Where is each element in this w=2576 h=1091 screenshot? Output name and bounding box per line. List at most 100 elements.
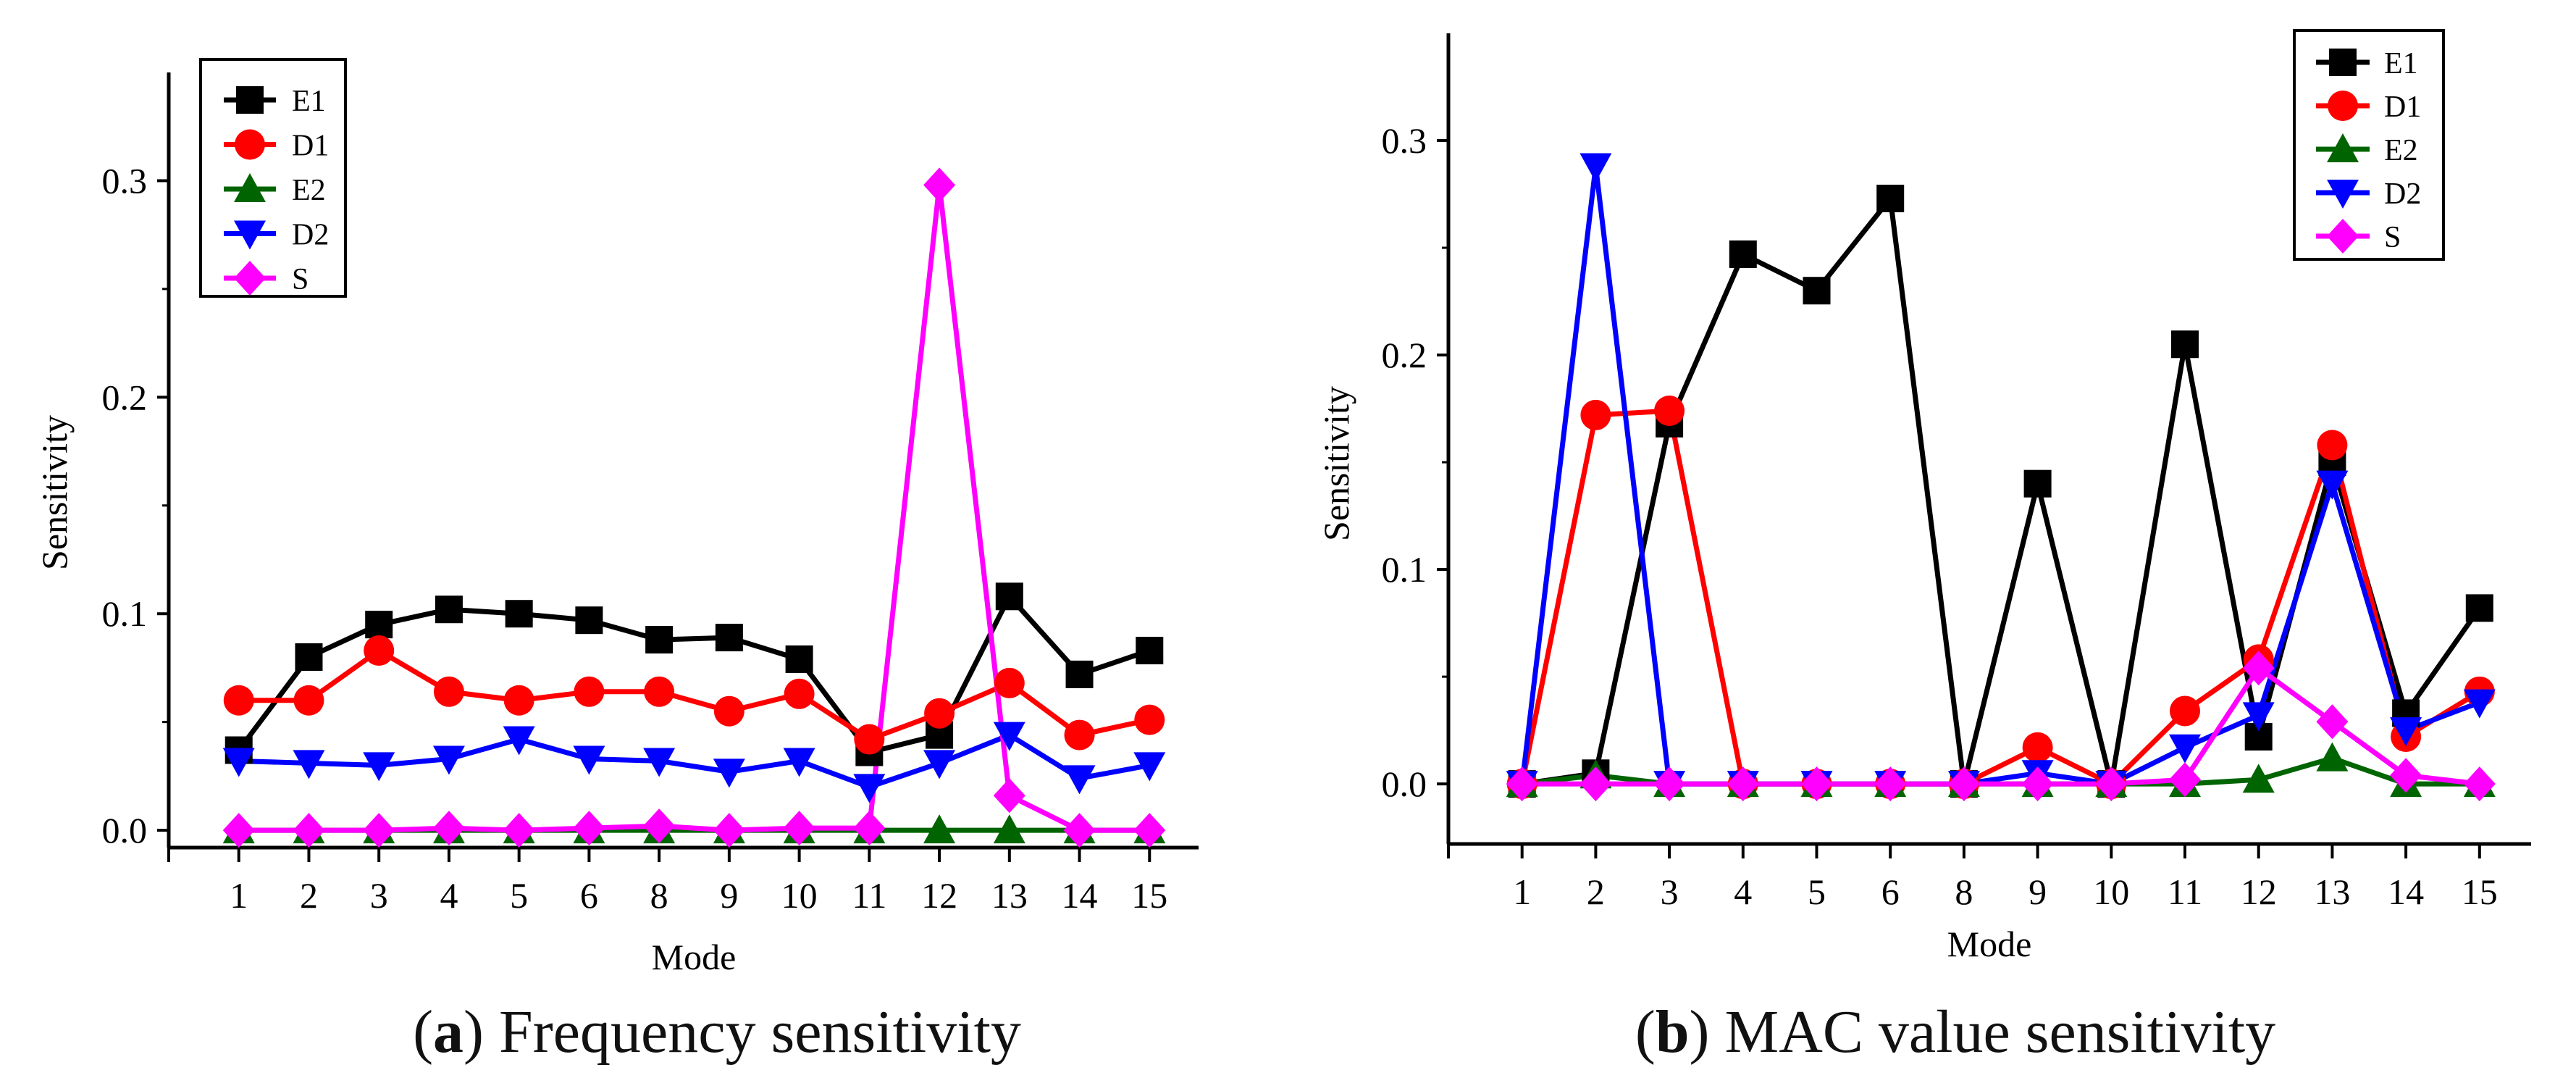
legend-marker-d2-b <box>2327 180 2359 209</box>
data-point-e1-a <box>295 643 323 671</box>
data-point-s-b <box>1727 766 1759 802</box>
y-tick-label-b: 0.0 <box>1382 764 1427 804</box>
x-tick-label-a: 12 <box>921 875 957 916</box>
data-point-d1-b <box>2317 430 2348 461</box>
data-point-s-a <box>222 813 255 848</box>
data-point-s-a <box>783 811 815 846</box>
y-tick-label-b: 0.2 <box>1382 335 1427 375</box>
data-point-s-a <box>363 813 395 848</box>
legend-label-e2-b: E2 <box>2384 134 2418 167</box>
data-point-d2-a <box>783 748 815 777</box>
data-point-s-a <box>713 813 745 848</box>
data-point-d1-b <box>2170 695 2201 727</box>
legend-b: E1 D1 E2 D2 S <box>2293 29 2445 261</box>
data-point-d1-a <box>713 695 744 727</box>
data-point-s-b <box>1874 766 1907 802</box>
data-point-s-a <box>993 778 1025 814</box>
data-point-d2-a <box>573 745 605 775</box>
x-tick-label-b: 1 <box>1513 871 1531 912</box>
y-tick-label-b: 0.1 <box>1382 549 1427 590</box>
legend-label-d1-b: D1 <box>2384 91 2421 124</box>
data-point-s-b <box>1800 766 1833 802</box>
data-point-d1-a <box>644 676 675 707</box>
data-point-s-a <box>923 167 956 203</box>
y-tick-label-a: 0.1 <box>102 593 148 634</box>
data-point-d2-a <box>853 774 886 803</box>
x-tick-label-b: 9 <box>2029 871 2047 912</box>
data-point-d2-b <box>1579 153 1612 183</box>
data-point-d2-b <box>2390 717 2422 747</box>
caption-letter-b: b <box>1656 998 1690 1066</box>
data-point-d1-a <box>433 676 464 707</box>
data-point-e1-b <box>2171 330 2199 359</box>
y-axis-title-a: Sensitivity <box>34 415 75 570</box>
data-point-e1-b <box>1803 277 1831 305</box>
data-point-e1-a <box>995 582 1023 611</box>
data-point-d1-a <box>854 724 885 755</box>
data-point-s-b <box>2463 766 2496 802</box>
data-point-s-b <box>2169 762 2202 798</box>
legend-a: E1 D1 E2 D2 S <box>199 58 347 298</box>
data-point-d2-a <box>432 745 465 775</box>
x-tick-label-b: 15 <box>2462 871 2498 912</box>
x-tick-label-b: 3 <box>1661 871 1679 912</box>
data-point-d1-a <box>994 667 1025 698</box>
data-point-s-b <box>1579 766 1612 802</box>
data-point-d1-a <box>574 676 605 707</box>
data-point-e1-a <box>785 645 813 673</box>
data-point-e1-a <box>365 611 393 639</box>
x-tick-label-b: 12 <box>2241 871 2277 912</box>
data-point-e1-a <box>1065 660 1094 688</box>
data-point-d1-a <box>924 698 955 729</box>
y-tick-label-a: 0.3 <box>102 160 148 201</box>
data-point-d1-a <box>1064 719 1095 751</box>
plot-area-a: 0.00.10.20.31 2 3 4 5 6 8 9 10 11 12 13 14 15E1D1E2D2… <box>102 58 1199 916</box>
data-point-e1-a <box>1136 637 1164 665</box>
data-point-d2-a <box>643 748 676 777</box>
data-point-d1-a <box>503 685 534 716</box>
data-point-e1-a <box>575 606 603 635</box>
data-point-d2-b <box>2463 689 2496 719</box>
legend-marker-e2-a <box>234 173 266 202</box>
data-point-s-b <box>2242 651 2275 686</box>
data-point-d1-b <box>1580 399 1611 430</box>
data-point-s-a <box>432 811 465 846</box>
data-point-e1-b <box>1876 184 1905 212</box>
data-point-s-b <box>2095 766 2128 802</box>
x-axis-title-b: Mode <box>1947 924 2032 964</box>
data-point-s-a <box>573 811 605 846</box>
x-axis-title-a: Mode <box>652 937 737 977</box>
legend-label-e2-a: E2 <box>292 174 326 207</box>
data-point-s-b <box>1653 766 1686 802</box>
legend-label-d1-a: D1 <box>292 130 329 163</box>
legend-label-e1-b: E1 <box>2384 47 2418 80</box>
data-point-d2-a <box>222 748 255 777</box>
series-line-d2-a <box>238 732 1150 790</box>
y-tick-label-a: 0.0 <box>102 810 148 850</box>
x-tick-label-b: 8 <box>1955 871 1973 912</box>
x-tick-label-b: 10 <box>2093 871 2129 912</box>
data-point-d1-a <box>223 685 254 716</box>
data-point-e1-a <box>645 626 674 654</box>
data-point-d2-a <box>1063 765 1096 795</box>
data-point-e1-a <box>435 595 463 624</box>
legend-label-s-b: S <box>2384 221 2401 254</box>
x-tick-label-a: 4 <box>440 875 458 916</box>
data-point-s-b <box>2390 758 2422 793</box>
data-point-d1-b <box>2022 732 2053 763</box>
y-tick-label-a: 0.2 <box>102 377 148 417</box>
x-tick-label-a: 13 <box>991 875 1028 916</box>
data-point-d2-a <box>1133 752 1166 782</box>
legend-marker-e1-b <box>2329 49 2357 76</box>
legend-label-d2-b: D2 <box>2384 177 2421 211</box>
data-point-s-b <box>2021 766 2054 802</box>
x-tick-label-a: 5 <box>510 875 528 916</box>
data-point-d2-a <box>993 722 1025 751</box>
x-tick-label-b: 5 <box>1808 871 1826 912</box>
x-tick-label-b: 13 <box>2314 871 2350 912</box>
x-tick-label-b: 4 <box>1734 871 1752 912</box>
x-tick-label-a: 15 <box>1131 875 1167 916</box>
data-point-e1-a <box>715 624 743 652</box>
data-point-e1-b <box>2465 594 2493 622</box>
x-tick-label-a: 2 <box>300 875 318 916</box>
